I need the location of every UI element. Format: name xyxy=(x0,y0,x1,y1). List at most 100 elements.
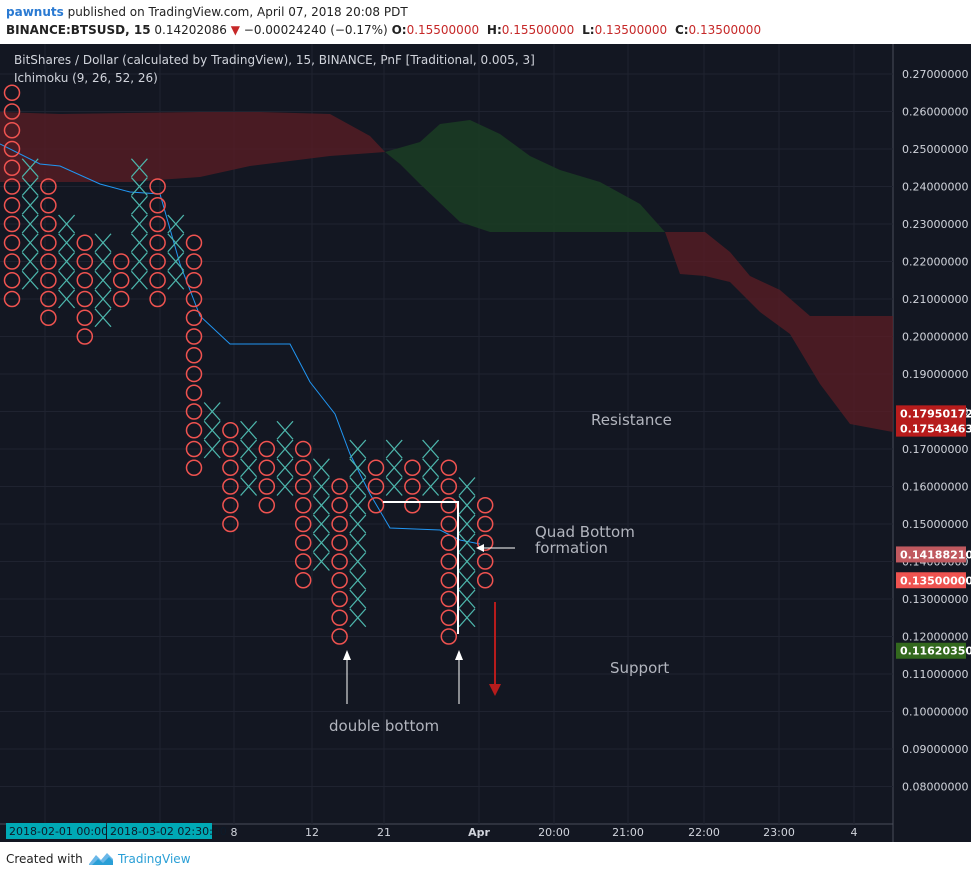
o-mark xyxy=(331,553,348,570)
o-mark xyxy=(440,459,458,476)
pnf-chart[interactable]: 0.27000000 0.26000000 0.25000000 0.24000000… xyxy=(0,44,971,842)
x-mark xyxy=(167,233,185,253)
o-mark xyxy=(440,609,458,626)
x-tick-label: 4 xyxy=(851,826,858,839)
high-value: 0.15500000 xyxy=(501,23,575,37)
o-mark xyxy=(3,272,21,289)
o-mark xyxy=(258,478,276,495)
tradingview-logo-icon[interactable] xyxy=(88,850,114,868)
x-mark xyxy=(130,233,148,253)
x-mark xyxy=(349,495,367,515)
publish-line: pawnuts published on TradingView.com, Ap… xyxy=(6,5,408,19)
o-mark xyxy=(222,515,239,533)
o-mark xyxy=(76,328,94,345)
x-mark xyxy=(130,252,148,271)
symbol-name: BINANCE:BTSUSD, 15 xyxy=(6,23,151,37)
author-link[interactable]: pawnuts xyxy=(6,5,64,19)
last-price: 0.14202086 xyxy=(154,23,227,37)
chart-area[interactable]: 0.27000000 0.26000000 0.25000000 0.24000000… xyxy=(0,44,971,842)
o-mark xyxy=(3,290,21,308)
x-mark xyxy=(458,570,476,590)
o-mark xyxy=(185,272,203,289)
price-label-badge xyxy=(896,642,966,659)
o-mark xyxy=(440,515,458,533)
x-mark xyxy=(276,458,294,478)
o-mark xyxy=(149,234,166,251)
x-tick-badge xyxy=(6,823,106,839)
o-mark xyxy=(3,140,21,158)
low-value: 0.13500000 xyxy=(594,23,668,37)
price-label-badge xyxy=(896,546,966,563)
o-mark xyxy=(331,534,348,551)
o-mark xyxy=(222,440,239,458)
indicator-label: Ichimoku (9, 26, 52, 26) xyxy=(14,71,158,85)
o-mark xyxy=(331,590,348,608)
tradingview-link[interactable]: TradingView xyxy=(118,852,191,866)
x-mark xyxy=(58,252,76,271)
o-mark xyxy=(294,515,312,533)
x-mark xyxy=(240,439,258,459)
o-mark xyxy=(404,478,421,495)
double-bottom-label: double bottom xyxy=(329,717,439,735)
x-tick-label: 21 xyxy=(377,826,391,839)
x-tick-label: 20:00 xyxy=(538,826,570,839)
x-mark xyxy=(458,495,476,515)
o-mark xyxy=(149,290,166,308)
o-mark xyxy=(3,253,21,270)
o-mark xyxy=(3,122,21,139)
x-mark xyxy=(349,458,367,478)
o-mark xyxy=(149,253,166,270)
o-mark xyxy=(76,234,94,251)
x-tick-label: 22:00 xyxy=(688,826,720,839)
x-mark xyxy=(349,608,367,628)
o-mark xyxy=(222,478,239,495)
o-mark xyxy=(149,215,166,233)
x-mark xyxy=(312,477,330,496)
o-mark xyxy=(3,215,21,233)
x-mark xyxy=(130,158,148,178)
x-mark xyxy=(21,214,39,234)
x-mark xyxy=(349,439,367,459)
o-mark xyxy=(112,253,130,270)
chart-title: BitShares / Dollar (calculated by Tradin… xyxy=(14,53,535,67)
x-mark xyxy=(58,214,76,234)
support-label: Support xyxy=(610,659,669,677)
o-mark xyxy=(40,215,57,233)
cloud-bear-1 xyxy=(0,112,385,182)
x-tick-label: 2018-02-01 00:00:0 xyxy=(9,825,119,838)
x-mark xyxy=(130,177,148,196)
x-mark xyxy=(349,533,367,553)
o-mark xyxy=(3,178,21,195)
x-tick-badge xyxy=(107,823,212,839)
o-mark xyxy=(185,459,203,476)
x-mark xyxy=(385,458,403,478)
o-mark xyxy=(222,459,239,476)
y-tick-label: 0.27000000 xyxy=(902,68,968,81)
o-mark xyxy=(294,572,312,589)
o-mark xyxy=(149,272,166,289)
x-mark xyxy=(130,270,148,290)
cloud-bear-2 xyxy=(665,232,893,432)
o-mark xyxy=(222,422,239,439)
price-label-badge xyxy=(896,420,966,437)
o-mark xyxy=(331,497,348,514)
x-mark xyxy=(349,589,367,609)
price-axis[interactable] xyxy=(893,44,971,842)
price-label-text: 0.14188210 xyxy=(900,548,971,561)
x-mark xyxy=(312,495,330,515)
o-mark xyxy=(476,515,494,533)
x-mark xyxy=(21,177,39,196)
o-mark xyxy=(185,365,203,383)
o-mark xyxy=(476,534,494,551)
price-label-badge xyxy=(896,405,966,422)
o-mark xyxy=(185,422,203,439)
o-mark xyxy=(440,553,458,570)
o-mark xyxy=(112,290,130,308)
o-mark xyxy=(294,497,312,514)
x-mark xyxy=(21,252,39,271)
x-mark xyxy=(458,514,476,534)
x-mark xyxy=(130,214,148,234)
o-mark xyxy=(185,253,203,270)
o-mark xyxy=(3,234,21,251)
